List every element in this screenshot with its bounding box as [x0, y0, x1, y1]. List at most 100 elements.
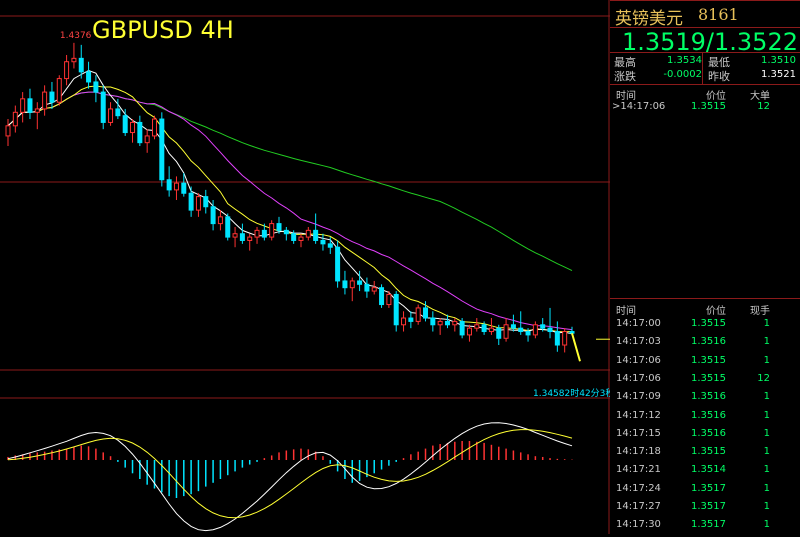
candle-body [364, 283, 370, 292]
header-price: 价位 [706, 91, 726, 102]
tick-price: 1.3517 [691, 482, 726, 494]
candle-body [532, 324, 538, 336]
candle-body [335, 246, 341, 282]
candle-body [210, 206, 216, 225]
candle-body [261, 229, 267, 238]
tick-volume: 1 [763, 336, 770, 348]
candle-body [122, 115, 128, 134]
tick-price: 1.3516 [691, 427, 726, 439]
tick-price: 1.3514 [691, 464, 726, 476]
candle-body [423, 307, 429, 319]
candle-body [466, 327, 472, 336]
divider [610, 27, 800, 28]
tick-row[interactable]: 14:17:06 1.3515 1 [610, 355, 800, 373]
tick-row[interactable]: 14:17:18 1.3515 1 [610, 446, 800, 464]
tick-volume: 1 [763, 446, 770, 458]
candle-body [437, 320, 443, 326]
tick-volume: 1 [763, 409, 770, 421]
candle-body [342, 280, 348, 289]
candle-body [239, 233, 245, 241]
chart-area[interactable]: 1.4376 1.34582时42分3秒 GBPUSD 4H [0, 0, 610, 534]
prev-close-label: 昨收 [708, 70, 730, 83]
candlestick-chart[interactable]: 1.4376 1.34582时42分3秒 [0, 0, 610, 534]
candle-body [93, 81, 99, 93]
candle-body [401, 317, 407, 326]
tick-row[interactable]: 14:17:00 1.3515 1 [610, 318, 800, 336]
candle-body [554, 331, 560, 346]
candle-body [71, 57, 77, 63]
tick-row[interactable]: 14:17:12 1.3516 1 [610, 410, 800, 428]
divider [610, 84, 800, 85]
ma-long-line [7, 91, 573, 272]
tick-price: 1.3515 [691, 354, 726, 366]
candle-body [305, 229, 311, 238]
tick-row[interactable]: 14:17:06 1.3515 12 [610, 373, 800, 391]
candle-body [27, 98, 33, 113]
tick-price: 1.3515 [691, 372, 726, 384]
candle-body [349, 280, 355, 289]
candle-body [225, 216, 231, 238]
candle-body [496, 327, 502, 339]
candle-body [503, 324, 509, 339]
tick-volume: 12 [757, 372, 770, 384]
candle-body [56, 78, 62, 103]
macd-dif-line [7, 422, 573, 532]
header-price: 价位 [706, 306, 726, 317]
tick-row[interactable]: 14:17:09 1.3516 1 [610, 391, 800, 409]
candle-body [188, 192, 194, 211]
candle-body [298, 236, 304, 241]
candle-body [254, 229, 260, 238]
header-time: 时间 [616, 91, 636, 102]
candle-body [379, 287, 385, 306]
tick-price: 1.3516 [691, 391, 726, 403]
change-value: -0.0002 [663, 69, 702, 80]
ma-mid-line [7, 85, 573, 333]
header-time: 时间 [616, 306, 636, 317]
candle-body [444, 320, 450, 326]
tick-row[interactable]: 14:17:30 1.3517 1 [610, 519, 800, 537]
candle-body [78, 57, 84, 73]
tick-time: 14:17:15 [616, 427, 661, 439]
candle-body [34, 108, 40, 113]
candle-body [393, 293, 399, 326]
candle-body [173, 182, 179, 191]
candle-body [137, 121, 143, 144]
candle-body [481, 324, 487, 333]
candle-body [181, 182, 187, 194]
candle-body [49, 91, 55, 103]
candle-body [525, 331, 531, 336]
candle-body [115, 108, 121, 117]
candle-body [562, 331, 568, 346]
candle-body [474, 324, 480, 329]
candle-body [320, 239, 326, 245]
countdown-label: 1.34582时42分3秒 [533, 387, 610, 399]
tick-row[interactable]: 14:17:03 1.3516 1 [610, 336, 800, 354]
tick-row[interactable]: 14:17:27 1.3517 1 [610, 501, 800, 519]
candle-body [100, 91, 106, 123]
tick-time: 14:17:12 [616, 409, 661, 421]
tick-time: 14:17:27 [616, 501, 661, 512]
candle-body [371, 287, 377, 292]
candle-body [247, 236, 253, 241]
candle-body [283, 229, 289, 235]
candle-body [159, 118, 165, 181]
tick-time: 14:17:09 [616, 391, 661, 403]
tick-time: 14:17:21 [616, 464, 661, 476]
candle-body [291, 233, 297, 241]
tick-row[interactable]: 14:17:15 1.3516 1 [610, 428, 800, 446]
trade-price: 1.3515 [691, 101, 726, 112]
tick-volume: 1 [763, 318, 770, 329]
low-value: 1.3510 [761, 55, 796, 66]
tick-row[interactable]: 14:17:21 1.3514 1 [610, 464, 800, 482]
tick-price: 1.3517 [691, 501, 726, 512]
trade-time: >14:17:06 [612, 101, 666, 112]
big-trade-row[interactable]: >14:17:06 1.3515 12 [610, 101, 800, 119]
tick-volume: 1 [763, 501, 770, 512]
tick-row[interactable]: 14:17:24 1.3517 1 [610, 483, 800, 501]
candle-body [452, 320, 458, 326]
divider [702, 52, 703, 84]
candle-body [5, 125, 11, 137]
tick-time: 14:17:03 [616, 336, 661, 348]
candle-body [195, 196, 201, 211]
ma-fast-line [7, 69, 573, 335]
